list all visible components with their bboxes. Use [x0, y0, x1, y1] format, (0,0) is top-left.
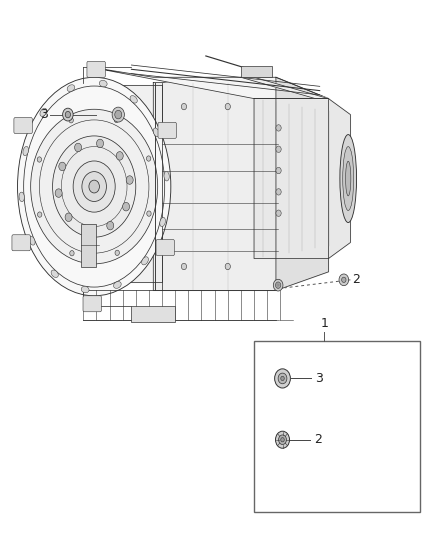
Circle shape	[115, 110, 122, 119]
Circle shape	[114, 117, 119, 123]
FancyBboxPatch shape	[12, 235, 30, 251]
Ellipse shape	[23, 147, 28, 156]
Ellipse shape	[51, 270, 58, 278]
Ellipse shape	[29, 236, 35, 245]
Circle shape	[181, 103, 187, 110]
Polygon shape	[83, 85, 162, 282]
Circle shape	[276, 167, 281, 174]
Ellipse shape	[81, 286, 89, 293]
Ellipse shape	[113, 281, 121, 288]
Ellipse shape	[164, 172, 169, 181]
Circle shape	[65, 213, 72, 222]
Circle shape	[147, 211, 151, 216]
Circle shape	[276, 210, 281, 216]
Circle shape	[59, 162, 66, 171]
Circle shape	[69, 118, 73, 123]
FancyBboxPatch shape	[87, 61, 105, 77]
Ellipse shape	[40, 108, 47, 116]
Circle shape	[38, 212, 42, 217]
Circle shape	[31, 109, 158, 264]
Text: 2: 2	[314, 433, 322, 446]
Polygon shape	[254, 99, 350, 259]
Circle shape	[116, 151, 123, 160]
Text: 1: 1	[320, 318, 328, 330]
Ellipse shape	[160, 217, 166, 227]
Polygon shape	[276, 77, 328, 290]
Circle shape	[89, 180, 99, 193]
Ellipse shape	[67, 85, 75, 92]
Polygon shape	[88, 67, 328, 99]
Circle shape	[278, 373, 287, 384]
Circle shape	[126, 176, 133, 184]
Ellipse shape	[18, 77, 171, 296]
Circle shape	[70, 251, 74, 256]
FancyBboxPatch shape	[83, 296, 102, 312]
Ellipse shape	[99, 80, 107, 87]
Circle shape	[279, 435, 286, 445]
Circle shape	[37, 157, 42, 162]
Text: 3: 3	[40, 108, 48, 121]
FancyBboxPatch shape	[156, 239, 174, 255]
Bar	[241, 66, 272, 77]
Text: 2: 2	[353, 273, 360, 286]
Circle shape	[115, 250, 120, 255]
Polygon shape	[241, 77, 328, 99]
Circle shape	[63, 108, 73, 121]
Circle shape	[339, 274, 349, 286]
Circle shape	[276, 282, 281, 288]
Ellipse shape	[346, 161, 351, 196]
Circle shape	[112, 107, 124, 122]
FancyBboxPatch shape	[14, 118, 32, 134]
Circle shape	[276, 125, 281, 131]
Circle shape	[281, 376, 284, 381]
Circle shape	[276, 146, 281, 152]
Circle shape	[146, 156, 151, 161]
Bar	[81, 224, 96, 266]
Circle shape	[275, 369, 290, 388]
Circle shape	[82, 172, 106, 201]
Ellipse shape	[153, 128, 159, 137]
Text: 3: 3	[315, 372, 323, 385]
Circle shape	[65, 111, 71, 118]
Circle shape	[181, 263, 187, 270]
Bar	[131, 306, 175, 322]
Circle shape	[225, 263, 230, 270]
FancyBboxPatch shape	[158, 123, 177, 139]
Circle shape	[55, 189, 62, 197]
Ellipse shape	[343, 147, 354, 211]
Ellipse shape	[141, 257, 148, 265]
Ellipse shape	[19, 192, 25, 201]
Bar	[254, 341, 420, 512]
Circle shape	[273, 279, 283, 291]
Circle shape	[123, 203, 130, 211]
Circle shape	[342, 277, 346, 282]
Circle shape	[85, 225, 92, 234]
Circle shape	[53, 136, 136, 237]
Circle shape	[73, 161, 115, 212]
Circle shape	[281, 438, 284, 442]
Circle shape	[276, 189, 281, 195]
Circle shape	[96, 139, 103, 148]
Circle shape	[107, 221, 114, 230]
Ellipse shape	[340, 134, 357, 223]
Ellipse shape	[130, 95, 137, 103]
Circle shape	[225, 103, 230, 110]
Polygon shape	[153, 83, 285, 290]
Circle shape	[74, 143, 81, 152]
Circle shape	[276, 431, 290, 448]
